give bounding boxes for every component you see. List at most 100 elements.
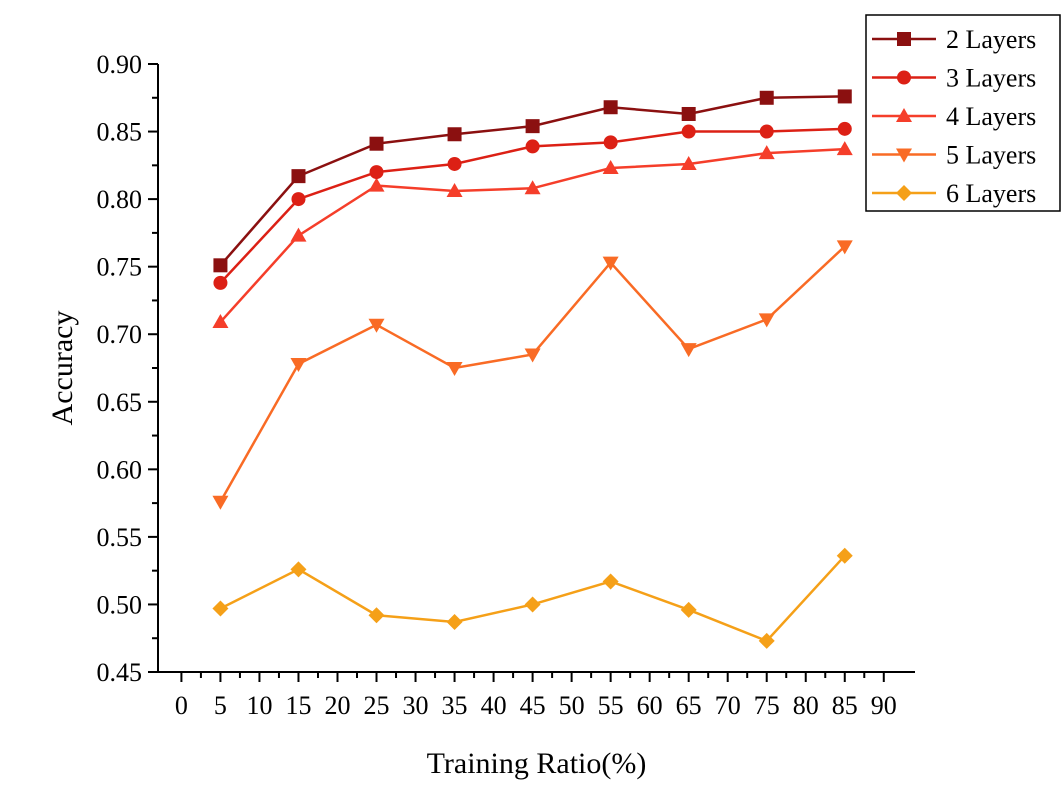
series-layer xyxy=(212,89,853,649)
y-tick-label: 0.65 xyxy=(97,388,143,417)
y-tick-label: 0.75 xyxy=(97,253,143,282)
data-point-4-layers xyxy=(680,155,697,170)
series-6-layers xyxy=(212,547,853,649)
x-tick-label: 10 xyxy=(246,691,272,720)
x-tick-label: 65 xyxy=(676,691,702,720)
data-point-4-layers xyxy=(446,183,463,198)
data-point-3-layers xyxy=(369,165,384,180)
legend-item-2-layers: 2 Layers xyxy=(872,25,1036,54)
data-point-4-layers xyxy=(836,141,853,156)
legend-marker xyxy=(896,185,912,201)
data-point-5-layers xyxy=(524,348,541,363)
legend-label: 2 Layers xyxy=(946,25,1036,54)
series-line-5-layers xyxy=(219,245,846,503)
data-point-4-layers xyxy=(602,160,619,175)
data-point-5-layers xyxy=(368,318,385,333)
data-point-6-layers xyxy=(602,573,619,590)
data-point-5-layers xyxy=(680,343,697,358)
x-tick-label: 0 xyxy=(175,691,188,720)
y-tick-label: 0.45 xyxy=(97,658,143,687)
x-axis-title: Training Ratio(%) xyxy=(427,747,647,780)
data-point-3-layers xyxy=(759,124,774,139)
data-point-6-layers xyxy=(290,561,307,578)
legend-item-3-layers: 3 Layers xyxy=(872,64,1036,93)
legend-marker xyxy=(896,108,912,122)
data-point-2-layers xyxy=(447,127,462,142)
legend-marker xyxy=(896,148,912,163)
data-point-4-layers xyxy=(290,227,307,242)
data-point-5-layers xyxy=(758,313,775,328)
data-point-3-layers xyxy=(681,124,696,139)
legend-label: 6 Layers xyxy=(946,179,1036,208)
legend-marker xyxy=(897,32,911,46)
x-tick-label: 50 xyxy=(559,691,585,720)
x-tick-label: 60 xyxy=(637,691,663,720)
data-point-4-layers xyxy=(368,177,385,192)
series-line-4-layers xyxy=(219,147,845,323)
data-point-4-layers xyxy=(524,180,541,195)
data-point-6-layers xyxy=(680,601,697,618)
data-point-2-layers xyxy=(291,169,306,184)
legend-box xyxy=(865,14,1061,212)
x-tick-label: 90 xyxy=(871,691,897,720)
data-point-2-layers xyxy=(681,106,696,121)
x-tick-label: 45 xyxy=(520,691,546,720)
legend-label: 4 Layers xyxy=(946,102,1036,131)
y-tick-label: 0.55 xyxy=(97,523,143,552)
data-point-5-layers xyxy=(290,357,307,372)
x-tick-label: 5 xyxy=(214,691,227,720)
data-point-4-layers xyxy=(212,314,229,329)
x-tick-label: 40 xyxy=(481,691,507,720)
x-tick-label: 85 xyxy=(832,691,858,720)
x-tick-label: 55 xyxy=(598,691,624,720)
data-point-5-layers xyxy=(602,256,619,271)
y-tick-label: 0.80 xyxy=(97,185,143,214)
legend: 2 Layers 3 Layers 4 Layers 5 Layers 6 Layers xyxy=(865,14,1061,212)
data-point-5-layers xyxy=(836,240,853,255)
data-point-6-layers xyxy=(524,596,541,613)
x-tick-label: 75 xyxy=(754,691,780,720)
data-point-6-layers xyxy=(836,547,853,564)
data-point-6-layers xyxy=(212,600,229,617)
legend-item-5-layers: 5 Layers xyxy=(872,141,1036,170)
legend-label: 3 Layers xyxy=(946,64,1036,93)
series-3-layers xyxy=(213,121,852,290)
y-tick-label: 0.60 xyxy=(97,455,143,484)
series-5-layers xyxy=(212,240,853,510)
data-point-5-layers xyxy=(446,362,463,376)
x-tick-label: 25 xyxy=(364,691,390,720)
data-point-2-layers xyxy=(369,136,384,151)
data-point-2-layers xyxy=(525,119,540,134)
x-tick-label: 70 xyxy=(715,691,741,720)
data-point-2-layers xyxy=(837,89,852,104)
data-point-3-layers xyxy=(447,156,462,171)
data-point-2-layers xyxy=(759,90,774,105)
data-point-6-layers xyxy=(368,607,385,624)
series-4-layers xyxy=(212,141,853,329)
data-point-3-layers xyxy=(603,135,618,150)
x-tick-label: 20 xyxy=(324,691,350,720)
x-tick-label: 35 xyxy=(442,691,468,720)
legend-label: 5 Layers xyxy=(946,141,1036,170)
data-point-2-layers xyxy=(603,100,618,115)
data-point-4-layers xyxy=(758,145,775,160)
x-tick-label: 30 xyxy=(403,691,429,720)
data-point-3-layers xyxy=(525,139,540,154)
data-point-6-layers xyxy=(446,614,463,631)
legend-item-6-layers: 6 Layers xyxy=(872,179,1036,208)
axes: 0.45 0.50 0.55 0.60 0.65 0.70 0.75 0.80 0.85 0.90… xyxy=(97,50,915,720)
y-tick-label: 0.90 xyxy=(97,50,143,79)
series-2-layers xyxy=(213,89,852,273)
x-tick-label: 80 xyxy=(793,691,819,720)
data-point-3-layers xyxy=(213,275,228,290)
legend-marker xyxy=(897,70,911,85)
x-tick-label: 15 xyxy=(285,691,311,720)
legend-item-4-layers: 4 Layers xyxy=(872,102,1036,131)
y-axis-title: Accuracy xyxy=(46,311,79,426)
data-point-5-layers xyxy=(212,495,229,510)
data-point-2-layers xyxy=(213,258,228,273)
y-tick-label: 0.70 xyxy=(97,320,143,349)
data-point-3-layers xyxy=(837,121,852,136)
data-point-3-layers xyxy=(291,192,306,207)
